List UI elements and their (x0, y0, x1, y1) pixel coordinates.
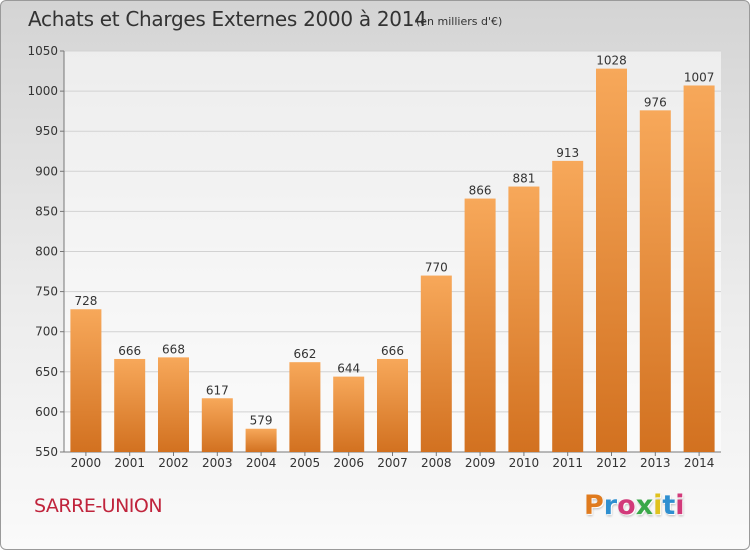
data-label: 617 (206, 383, 229, 397)
data-label: 770 (425, 261, 448, 275)
data-label: 728 (74, 294, 97, 308)
bar-2007 (377, 358, 408, 452)
bar-2012 (596, 68, 627, 453)
x-tick-label: 2002 (158, 456, 189, 470)
x-tick-label: 2011 (552, 456, 583, 470)
y-tick-label: 1050 (27, 44, 58, 58)
y-tick-label: 800 (35, 245, 58, 259)
y-tick-label: 650 (35, 365, 58, 379)
chart-subtitle: (en milliers d'€) (416, 15, 503, 28)
bar-2013 (639, 110, 671, 453)
proxiti-logo: Proxiti (584, 490, 685, 521)
data-label: 1007 (684, 70, 715, 84)
chart-title: Achats et Charges Externes 2000 à 2014 (28, 7, 427, 31)
x-tick-label: 2013 (640, 456, 671, 470)
x-tick-label: 2006 (333, 456, 364, 470)
bar-2011 (552, 160, 584, 452)
data-label: 913 (556, 146, 579, 160)
y-tick-label: 900 (35, 164, 58, 178)
data-label: 881 (512, 172, 535, 186)
logo-letter: P (584, 490, 604, 521)
bar-2014 (683, 85, 715, 453)
y-tick-label: 750 (35, 285, 58, 299)
bar-2006 (333, 376, 365, 452)
x-tick-label: 2012 (596, 456, 627, 470)
x-tick-label: 2003 (202, 456, 233, 470)
x-tick-label: 2010 (509, 456, 540, 470)
y-tick-label: 1000 (27, 84, 58, 98)
bar-2008 (420, 275, 452, 452)
data-label: 666 (118, 344, 141, 358)
data-label: 662 (293, 347, 316, 361)
data-label: 644 (337, 362, 360, 376)
x-tick-label: 2007 (377, 456, 408, 470)
bar-2000 (70, 309, 102, 452)
data-label: 866 (469, 184, 492, 198)
data-label: 579 (250, 414, 273, 428)
x-tick-label: 2005 (290, 456, 321, 470)
x-tick-label: 2001 (114, 456, 145, 470)
y-tick-label: 850 (35, 204, 58, 218)
y-tick-label: 700 (35, 325, 58, 339)
bar-2005 (289, 362, 321, 452)
bar-2001 (114, 358, 146, 452)
logo-letter: o (617, 490, 636, 521)
data-label: 666 (381, 344, 404, 358)
y-tick-label: 600 (35, 405, 58, 419)
y-tick-label: 950 (35, 124, 58, 138)
logo-letter: i (653, 490, 663, 521)
logo-letter: t (662, 490, 676, 521)
bar-2004 (245, 428, 277, 452)
data-label: 976 (644, 95, 667, 109)
x-tick-label: 2014 (684, 456, 715, 470)
bar-2003 (201, 398, 233, 452)
x-tick-label: 2004 (246, 456, 277, 470)
y-tick-label: 550 (35, 445, 58, 459)
x-tick-label: 2009 (465, 456, 496, 470)
logo-letter: i (675, 490, 685, 521)
logo-letter: r (603, 490, 618, 521)
x-tick-label: 2000 (71, 456, 102, 470)
commune-name: SARRE-UNION (34, 495, 163, 517)
bar-2002 (158, 357, 189, 452)
data-label: 1028 (596, 54, 627, 68)
x-tick-label: 2008 (421, 456, 452, 470)
bar-2009 (464, 198, 496, 452)
bar-2010 (508, 186, 540, 452)
data-label: 668 (162, 342, 185, 356)
logo-letter: x (635, 490, 654, 521)
